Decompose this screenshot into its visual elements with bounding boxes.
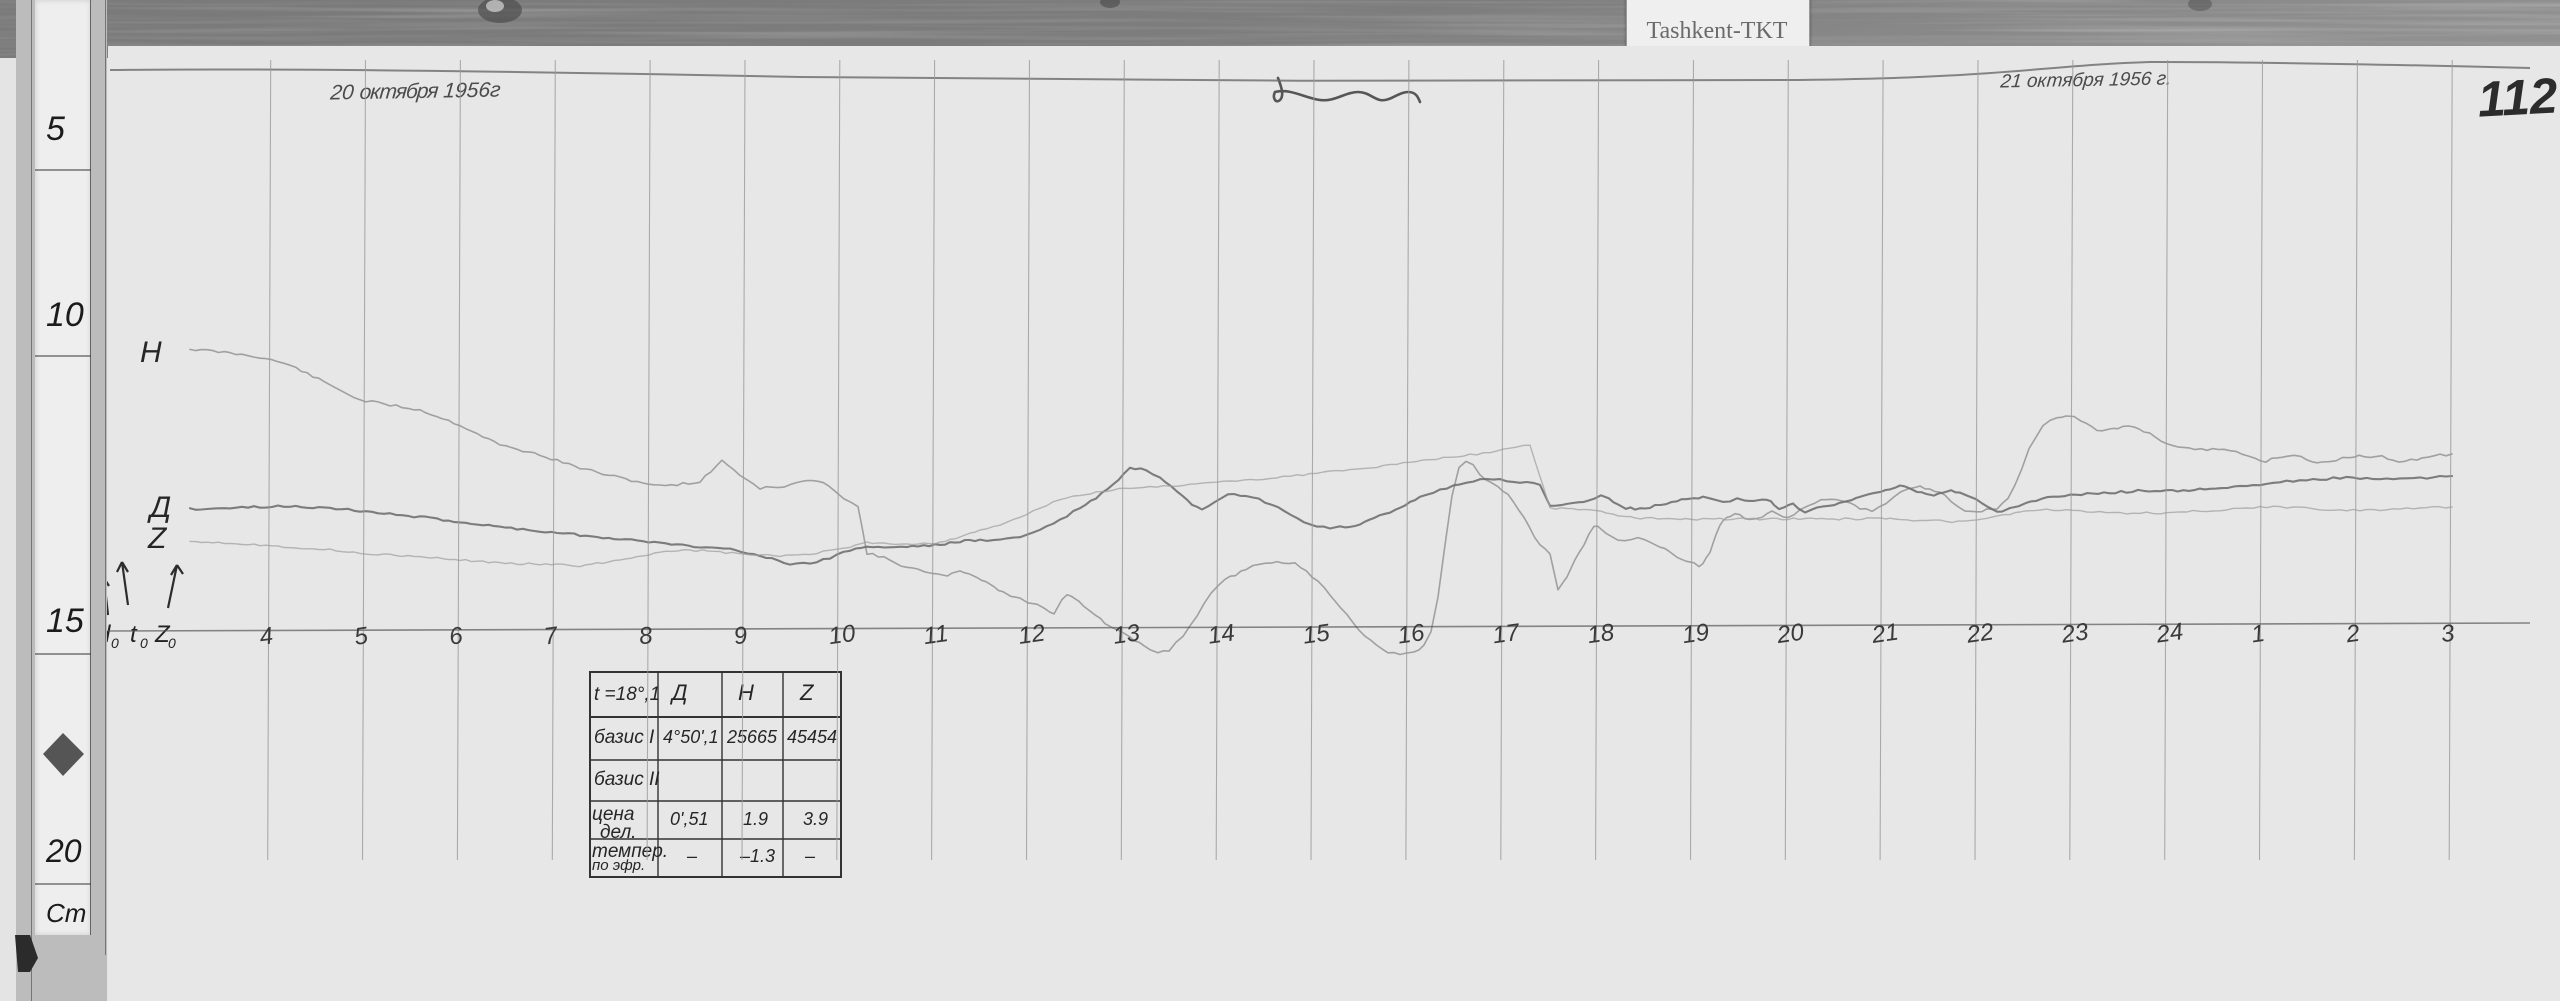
svg-text:18: 18 [1586,619,1617,650]
svg-text:7: 7 [542,622,561,651]
svg-text:5: 5 [353,622,371,651]
svg-text:12: 12 [1017,619,1047,649]
svg-text:24: 24 [2154,618,2185,649]
svg-text:4: 4 [258,622,275,651]
svg-text:9: 9 [732,622,749,651]
svg-text:13: 13 [1111,619,1142,650]
svg-text:22: 22 [1964,618,1995,649]
svg-text:20: 20 [1774,618,1806,649]
svg-text:15: 15 [1301,619,1332,650]
svg-text:8: 8 [637,622,655,651]
svg-text:19: 19 [1681,619,1711,649]
svg-text:21: 21 [1869,618,1900,649]
svg-text:23: 23 [2059,618,2091,649]
svg-text:11: 11 [922,620,950,650]
svg-text:16: 16 [1396,619,1427,650]
svg-text:14: 14 [1206,619,1236,649]
svg-text:10: 10 [827,620,858,651]
svg-text:6: 6 [447,622,465,651]
svg-text:17: 17 [1491,619,1523,650]
